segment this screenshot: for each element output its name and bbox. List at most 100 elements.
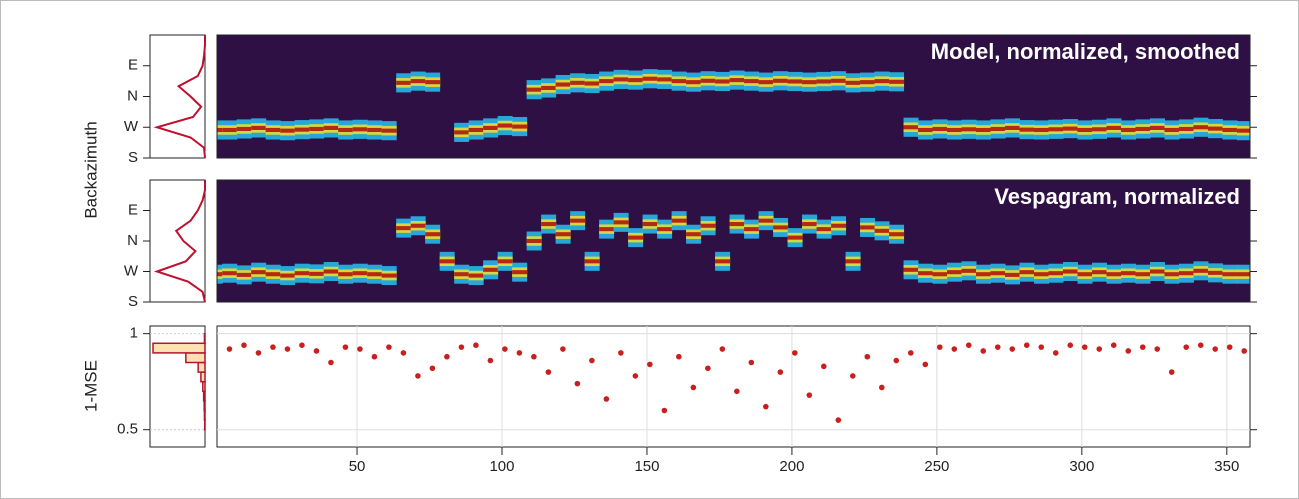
scatter-point — [893, 357, 900, 364]
histogram-bar — [152, 342, 206, 354]
heatmap-cell — [1106, 125, 1122, 130]
heatmap-cell — [294, 271, 310, 276]
y-tick-label: W — [124, 118, 139, 135]
heatmap-cell — [831, 223, 847, 228]
scatter-point — [763, 403, 769, 410]
histogram-bar — [185, 352, 206, 364]
heatmap-cell — [1178, 126, 1194, 132]
heatmap-cell — [903, 267, 919, 272]
heatmap-cell — [352, 127, 368, 132]
scatter-point — [1081, 344, 1088, 350]
heatmap-cell — [860, 225, 876, 230]
scatter-point — [473, 342, 479, 349]
scatter-point — [965, 342, 972, 349]
heatmap-cell — [918, 127, 934, 133]
heatmap-cell — [1193, 268, 1209, 273]
heatmap-cell — [773, 225, 789, 230]
heatmap-cell — [700, 78, 716, 83]
heatmap-cell — [758, 218, 774, 223]
heatmap-cell — [396, 226, 412, 231]
heatmap-cell — [976, 272, 992, 277]
heatmap-cell — [367, 127, 383, 133]
heatmap-cell — [1005, 272, 1021, 277]
x-tick-label: 150 — [634, 458, 659, 475]
scatter-point — [574, 380, 581, 387]
heatmap-cell — [323, 269, 339, 274]
heatmap-cell — [715, 259, 731, 264]
heatmap-cell — [217, 127, 223, 133]
heatmap-cell — [217, 272, 223, 277]
marginal-frame — [149, 34, 206, 159]
heatmap-cell — [338, 272, 354, 277]
heatmap-cell — [889, 79, 905, 84]
y-tick-label: E — [128, 57, 138, 74]
heatmap-cell — [410, 223, 426, 228]
heatmap-cell — [222, 271, 238, 276]
x-tick-label: 100 — [489, 458, 514, 475]
heatmap-cell — [642, 76, 658, 81]
scatter-point — [458, 344, 465, 350]
heatmap-cell — [831, 78, 847, 83]
heatmap-cells — [217, 69, 1250, 142]
scatter-point — [1226, 344, 1233, 350]
scatter-point — [850, 373, 856, 379]
heatmap-cell — [396, 80, 412, 85]
heatmap-cell — [758, 80, 774, 85]
heatmap-cell — [555, 82, 571, 87]
scatter-point — [1023, 342, 1030, 349]
scatter-point — [589, 357, 595, 364]
scatter-point — [748, 359, 755, 366]
scatter-point — [1009, 346, 1016, 352]
heatmap-cell — [1077, 272, 1093, 277]
scatter-point — [661, 407, 668, 414]
scatter-point — [603, 396, 610, 402]
scatter-point — [1154, 346, 1161, 352]
heatmap-cell — [1149, 125, 1165, 130]
heatmap-cell — [541, 222, 557, 227]
heatmap-cell — [1005, 125, 1021, 130]
scatter-point — [560, 346, 566, 352]
heatmap-cell — [439, 259, 455, 264]
heatmap-cell — [889, 232, 905, 237]
heatmap-cell — [570, 80, 586, 85]
scatter-point — [531, 353, 537, 360]
y-tick-label: N — [127, 232, 138, 249]
histogram-bar — [197, 361, 206, 373]
heatmap-cell — [1207, 270, 1223, 275]
heatmap-cell — [874, 79, 890, 84]
scatter-point — [217, 345, 218, 350]
heatmap-cell — [584, 81, 600, 86]
heatmap-cell — [541, 85, 557, 91]
heatmap-cell — [236, 126, 252, 132]
heatmap-cell — [686, 80, 702, 85]
scatter-point — [719, 346, 726, 352]
scatter-point — [487, 357, 494, 364]
histogram-bar — [203, 332, 206, 345]
heatmap-cell — [845, 259, 861, 264]
panel-title: Vespagram, normalized — [994, 184, 1240, 209]
scatter-point — [1038, 344, 1045, 350]
heatmap-cell — [1091, 127, 1107, 132]
heatmap-cell — [265, 127, 281, 133]
heatmap-cell — [932, 272, 948, 277]
scatter-point — [386, 344, 392, 350]
heatmap-cell — [657, 227, 673, 232]
x-tick-label: 250 — [924, 458, 949, 475]
scatter-point — [328, 359, 334, 366]
heatmap-cell — [280, 128, 296, 133]
heatmap-cell — [367, 272, 383, 277]
scatter-point — [907, 350, 914, 356]
x-tick-label: 300 — [1069, 458, 1094, 475]
heatmap-cell — [222, 127, 238, 133]
y-tick-label: W — [124, 262, 139, 279]
heatmap-cell — [294, 127, 310, 132]
heatmap-cell — [787, 235, 803, 240]
heatmap-cell — [1164, 272, 1180, 277]
scatter-points — [217, 342, 1248, 423]
heatmap-cell — [309, 271, 325, 276]
scatter-point — [1197, 342, 1204, 349]
heatmap-cell — [410, 79, 426, 84]
heatmap-cell — [1048, 271, 1064, 276]
heatmap-cell — [976, 127, 992, 133]
